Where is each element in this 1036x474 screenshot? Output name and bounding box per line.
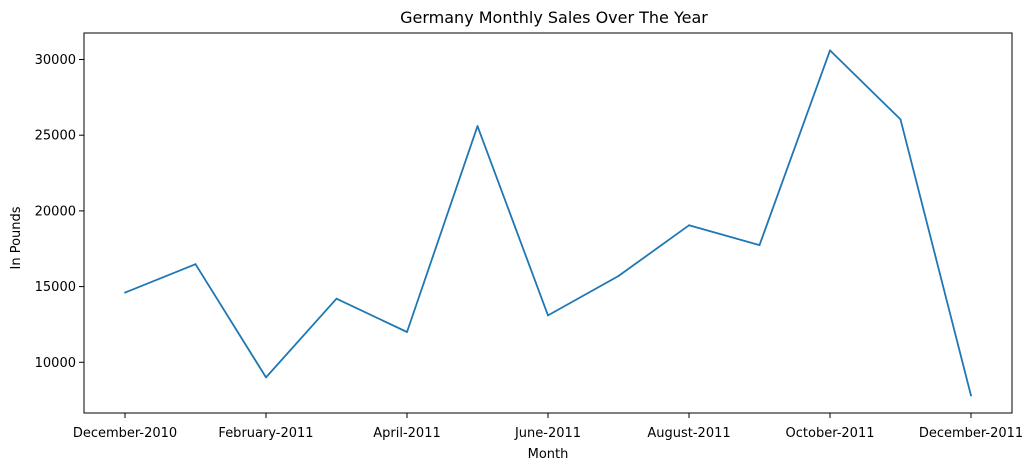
data-point bbox=[899, 118, 902, 121]
data-point bbox=[688, 224, 690, 227]
series-group bbox=[124, 49, 972, 397]
x-tick-label: February-2011 bbox=[218, 426, 313, 441]
y-axis-title: In Pounds bbox=[9, 206, 24, 269]
data-point bbox=[406, 331, 408, 333]
data-point bbox=[335, 297, 338, 300]
axes bbox=[83, 32, 1013, 414]
ticks: December-2010 February-2011 April-2011 June… bbox=[35, 53, 1024, 441]
plot-frame bbox=[83, 32, 1013, 414]
y-tick-label: 20000 bbox=[35, 204, 76, 219]
x-tick-label: December-2010 bbox=[73, 426, 177, 441]
y-tick-label: 25000 bbox=[35, 129, 76, 144]
data-point bbox=[547, 314, 549, 317]
data-point bbox=[758, 244, 761, 247]
y-tick-label: 30000 bbox=[35, 53, 76, 68]
x-tick-label: August-2011 bbox=[647, 426, 730, 441]
data-point bbox=[829, 49, 831, 52]
x-axis-title: Month bbox=[528, 447, 569, 462]
data-point bbox=[476, 125, 479, 128]
data-point bbox=[970, 394, 972, 397]
data-point bbox=[194, 263, 197, 266]
data-point bbox=[124, 291, 126, 294]
y-tick-label: 10000 bbox=[35, 356, 76, 371]
x-tick-label: October-2011 bbox=[786, 426, 875, 441]
y-tick-label: 15000 bbox=[35, 280, 76, 295]
series-line-0 bbox=[124, 49, 972, 396]
data-point bbox=[265, 376, 267, 379]
x-tick-label: April-2011 bbox=[373, 426, 441, 441]
data-point bbox=[617, 275, 620, 277]
x-tick-label: December-2011 bbox=[919, 426, 1023, 441]
chart-title: Germany Monthly Sales Over The Year bbox=[400, 8, 708, 27]
x-tick-label: June-2011 bbox=[514, 426, 581, 441]
